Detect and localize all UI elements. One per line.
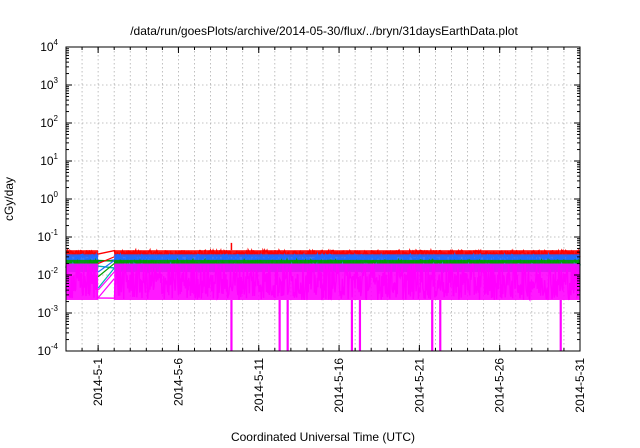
grid: [66, 47, 580, 351]
series-band: [114, 263, 580, 300]
y-tick-label: 104: [40, 38, 58, 54]
chart-title: /data/run/goesPlots/archive/2014-05-30/f…: [130, 24, 518, 38]
y-tick-label: 10-3: [38, 304, 59, 320]
y-tick-label: 102: [40, 114, 58, 130]
series-band: [66, 250, 99, 257]
y-tick-label: 101: [40, 152, 58, 168]
x-tick-labels: 2014-5-1 2014-5-6 2014-5-11 2014-5-16 2014-5…: [91, 358, 587, 413]
series-0: [65, 242, 581, 260]
y-tick-label: 100: [40, 190, 58, 206]
gap-connector: [97, 267, 115, 289]
y-tick-label: 10-2: [38, 266, 59, 282]
y-tick-labels: 10-4 10-3 10-2 10-1 100 101 102 103 104: [38, 38, 59, 358]
gap-connector: [97, 263, 115, 278]
series-band: [66, 263, 99, 300]
y-tick-label: 10-4: [38, 342, 59, 358]
ticks: [66, 46, 581, 352]
x-tick-label: 2014-5-21: [412, 358, 426, 413]
x-tick-label: 2014-5-11: [252, 358, 266, 412]
y-tick-label: 10-1: [38, 228, 59, 244]
series-band: [114, 250, 580, 257]
series-band: [66, 254, 99, 264]
series-4: [65, 262, 581, 351]
y-tick-label: 103: [40, 76, 58, 92]
series-area: [65, 242, 581, 351]
gap-connector: [97, 260, 115, 273]
x-tick-label: 2014-5-16: [332, 358, 346, 413]
x-tick-label: 2014-5-1: [91, 358, 105, 406]
x-axis-label: Coordinated Universal Time (UTC): [231, 430, 415, 444]
gap-connector: [97, 278, 115, 299]
series-band: [114, 254, 580, 264]
x-tick-label: 2014-5-6: [171, 358, 185, 406]
gap-connector: [97, 256, 115, 265]
y-axis-label: cGy/day: [2, 177, 16, 221]
x-tick-label: 2014-5-31: [573, 358, 587, 413]
x-tick-label: 2014-5-26: [493, 358, 507, 413]
gap-connector: [97, 271, 115, 291]
